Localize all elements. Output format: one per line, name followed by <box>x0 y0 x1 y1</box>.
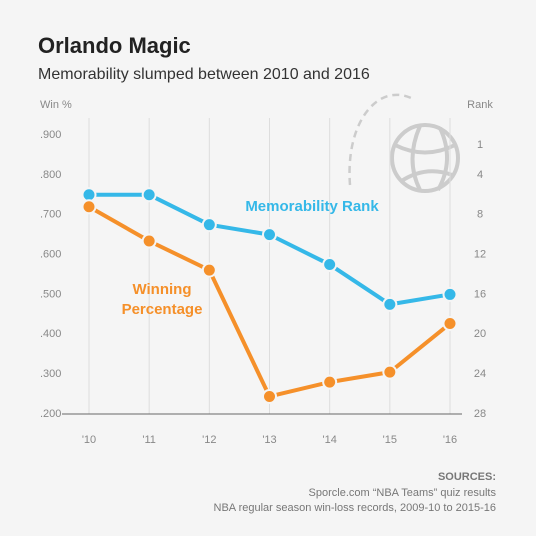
x-tick-label: '10 <box>82 434 96 446</box>
data-point <box>442 316 458 332</box>
x-tick-label: '15 <box>383 434 397 446</box>
x-tick-label: '14 <box>322 434 336 446</box>
data-point <box>262 388 277 404</box>
y-tick-label: .600 <box>40 248 61 260</box>
y2-tick-label: 28 <box>474 408 486 420</box>
chart-subtitle: Memorability slumped between 2010 and 20… <box>38 66 370 83</box>
y2-tick-label: 20 <box>474 328 486 340</box>
sources-heading: SOURCES: <box>438 471 496 483</box>
data-point <box>141 187 157 203</box>
x-tick-label: '11 <box>142 434 156 446</box>
y2-tick-label: 16 <box>474 288 486 300</box>
y-axis-label: Win % <box>40 99 72 111</box>
series-label-line: Winning <box>132 281 191 298</box>
y-tick-label: .500 <box>40 288 61 300</box>
y-tick-label: .300 <box>40 368 61 380</box>
data-point <box>201 262 217 278</box>
data-point <box>201 217 217 233</box>
y2-tick-label: 24 <box>474 368 486 380</box>
y2-axis-label: Rank <box>467 99 493 111</box>
x-tick-label: '13 <box>262 434 276 446</box>
series-label: Winning Percentage <box>122 281 203 318</box>
data-point <box>262 227 277 243</box>
y2-tick-label: 8 <box>477 209 483 221</box>
sources-line: NBA regular season win-loss records, 200… <box>214 502 497 514</box>
data-point <box>141 233 157 249</box>
data-point <box>442 286 458 302</box>
sources-line: Sporcle.com “NBA Teams” quiz results <box>309 487 497 499</box>
chart-title: Orlando Magic <box>38 33 191 58</box>
series-label: Memorability Rank <box>245 198 379 215</box>
y-tick-label: .400 <box>40 328 61 340</box>
data-point <box>382 296 398 312</box>
data-point <box>81 199 97 215</box>
basketball-icon <box>348 93 460 193</box>
y2-tick-label: 4 <box>477 169 483 181</box>
y-tick-label: .800 <box>40 169 61 181</box>
y2-tick-label: 1 <box>477 139 483 151</box>
y-tick-label: .200 <box>40 408 61 420</box>
x-tick-label: '16 <box>443 434 457 446</box>
y2-tick-label: 12 <box>474 248 486 260</box>
data-point <box>382 364 398 380</box>
y-tick-label: .900 <box>40 129 61 141</box>
data-point <box>322 374 338 390</box>
series-label-line: Percentage <box>122 301 203 318</box>
x-tick-label: '12 <box>202 434 216 446</box>
y-tick-label: .700 <box>40 209 61 221</box>
data-point <box>322 257 338 273</box>
